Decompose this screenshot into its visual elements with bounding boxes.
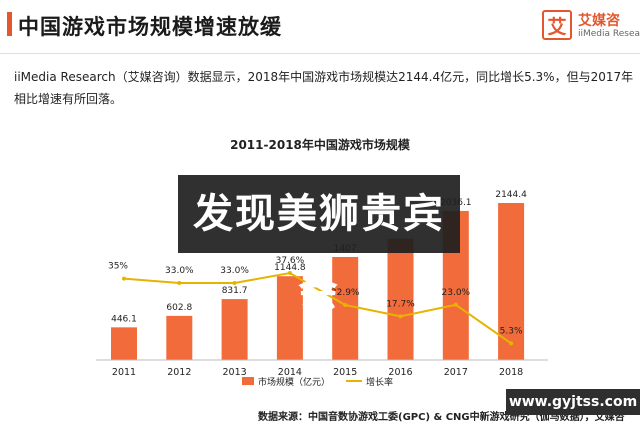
x-tick-label-2012: 2012 [167, 367, 191, 378]
growth-label-2016: 17.7% [386, 299, 415, 309]
logo-mark: 艾 [542, 10, 572, 40]
title-accent-bar [7, 12, 12, 36]
bar-2013 [221, 299, 248, 360]
bar-2018 [498, 203, 525, 360]
x-tick-label-2011: 2011 [112, 367, 136, 378]
legend-label-line: 增长率 [366, 376, 393, 388]
bar-2012 [166, 315, 193, 360]
growth-rate-line [123, 271, 512, 345]
growth-label-2012: 33.0% [165, 266, 194, 276]
watermark-url-box: www.gyjtss.com [506, 389, 640, 415]
bar-2016 [387, 238, 414, 360]
header-divider [0, 53, 640, 54]
x-tick-label-2016: 2016 [388, 367, 412, 378]
growth-point-2012 [177, 281, 182, 286]
growth-label-2011: 35% [108, 262, 128, 272]
x-tick-label-2018: 2018 [499, 367, 523, 378]
bar-value-label-2013: 831.7 [222, 286, 248, 296]
bar-value-label-2018: 2144.4 [495, 190, 527, 200]
growth-label-2018: 5.3% [500, 326, 523, 336]
bar-2015 [332, 256, 359, 360]
growth-label-2013: 33.0% [220, 266, 249, 276]
watermark-text: 发现美狮贵宾会 [193, 191, 445, 315]
bar-value-label-2012: 602.8 [166, 303, 192, 313]
growth-point-2016 [398, 314, 403, 319]
bar-2011 [111, 327, 137, 360]
page-title: 中国游戏市场规模增速放缓 [18, 15, 282, 39]
watermark-banner: 发现美狮贵宾会 [178, 175, 460, 315]
growth-point-2017 [453, 302, 458, 307]
legend-label-bar: 市场规模（亿元） [258, 376, 330, 388]
chart-title: 2011-2018年中国游戏市场规模 [230, 137, 411, 152]
description-text: iiMedia Research（艾媒咨询）数据显示，2018年中国游戏市场规模… [14, 70, 634, 106]
bar-2014 [276, 276, 303, 360]
bar-value-label-2011: 446.1 [111, 314, 137, 324]
legend-swatch-bar [242, 377, 254, 385]
growth-label-2014: 37.6% [276, 256, 305, 266]
x-tick-label-2017: 2017 [444, 367, 468, 378]
growth-point-2014 [287, 271, 292, 275]
logo-en-text: iiMedia Resea [578, 29, 640, 39]
bar-value-label-2014: 1144.8 [274, 263, 306, 273]
growth-label-2017: 23.0% [442, 288, 471, 298]
growth-point-2011 [122, 276, 126, 281]
logo-cn-text: 艾媒咨 [578, 13, 620, 29]
brand-logo: 艾 艾媒咨 iiMedia Resea [542, 8, 640, 44]
watermark-url: www.gyjtss.com [508, 394, 638, 410]
growth-point-2013 [232, 281, 237, 286]
growth-label-2015: 22.9% [331, 288, 360, 298]
growth-point-2018 [509, 341, 514, 346]
x-tick-label-2013: 2013 [223, 367, 247, 378]
growth-point-2015 [343, 303, 348, 307]
x-tick-label-2015: 2015 [333, 367, 357, 378]
header: 中国游戏市场规模增速放缓 艾 艾媒咨 iiMedia Resea [0, 0, 640, 52]
x-tick-label-2014: 2014 [278, 367, 302, 378]
